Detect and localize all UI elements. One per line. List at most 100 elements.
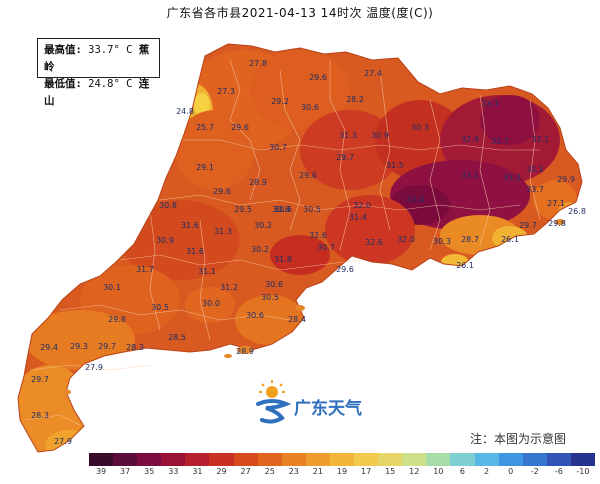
legend-swatch bbox=[378, 453, 403, 466]
station-temperature-label: 30.0 bbox=[202, 299, 220, 308]
legend-swatch bbox=[498, 453, 523, 466]
station-temperature-label: 31.7 bbox=[136, 265, 154, 274]
legend-tick-label: -6 bbox=[554, 467, 563, 476]
station-temperature-label: 29.7 bbox=[519, 221, 537, 230]
legend-swatch bbox=[185, 453, 210, 466]
min-place: 连山 bbox=[44, 78, 150, 107]
schematic-note: 注：本图为示意图 bbox=[470, 432, 567, 446]
map-title: 广东省各市县2021-04-13 14时次 温度(度(C)) bbox=[166, 6, 434, 20]
station-temperature-label: 30.9 bbox=[156, 236, 174, 245]
station-temperature-label: 26.1 bbox=[501, 235, 519, 244]
station-temperature-label: 29.6 bbox=[336, 265, 354, 274]
legend-tick-label: -2 bbox=[530, 467, 539, 476]
islands bbox=[59, 219, 565, 395]
station-temperature-label: 30.6 bbox=[265, 280, 283, 289]
station-temperature-label: 30.3 bbox=[433, 237, 451, 246]
sun-and-weather-swirl-icon bbox=[256, 380, 292, 424]
station-temperature-label: 33.7 bbox=[526, 185, 544, 194]
station-temperature-label: 33.3 bbox=[503, 173, 521, 182]
legend-tick-label: 15 bbox=[385, 467, 396, 476]
station-temperature-label: 30.9 bbox=[371, 131, 389, 140]
max-value-row: 最高值: 33.7° C 蕉岭 bbox=[44, 42, 153, 76]
station-temperature-label: 28.5 bbox=[168, 333, 186, 342]
legend-tick-label: 37 bbox=[120, 467, 131, 476]
legend-swatch bbox=[305, 453, 330, 466]
legend-tick-label: 2 bbox=[484, 467, 490, 476]
station-temperature-label: 31.2 bbox=[220, 283, 238, 292]
station-temperature-label: 30.8 bbox=[159, 201, 177, 210]
station-temperature-label: 33.1 bbox=[481, 99, 499, 108]
station-temperature-label: 31.1 bbox=[198, 267, 216, 276]
min-value-row: 最低值: 24.8° C 连山 bbox=[44, 76, 153, 110]
station-temperature-label: 29.6 bbox=[299, 171, 317, 180]
station-temperature-label: 28.9 bbox=[249, 178, 267, 187]
station-temperature-label: 33.4 bbox=[406, 195, 424, 204]
station-temperature-label: 27.9 bbox=[54, 437, 72, 446]
legend-tick-label: 31 bbox=[192, 467, 203, 476]
station-temperature-label: 28.3 bbox=[31, 411, 49, 420]
max-value: 33.7° C bbox=[88, 44, 133, 56]
station-temperature-label: 32.9 bbox=[461, 135, 479, 144]
min-value: 24.8° C bbox=[88, 78, 133, 90]
legend-tick-label: 0 bbox=[508, 467, 514, 476]
station-temperature-label: 28.7 bbox=[461, 235, 479, 244]
station-temperature-label: 32.6 bbox=[365, 238, 383, 247]
station-temperature-label: 29.7 bbox=[336, 153, 354, 162]
legend-swatch bbox=[522, 453, 547, 466]
station-temperature-label: 29.7 bbox=[98, 342, 116, 351]
station-temperature-label: 29.5 bbox=[234, 205, 252, 214]
legend-tick-label: -10 bbox=[576, 467, 590, 476]
station-temperature-label: 30.6 bbox=[246, 311, 264, 320]
max-place: 蕉岭 bbox=[44, 44, 150, 73]
legend-tick-label: 23 bbox=[288, 467, 299, 476]
min-label: 最低值: bbox=[44, 78, 82, 90]
station-temperature-label: 32.6 bbox=[309, 231, 327, 240]
legend-tick-label: 29 bbox=[216, 467, 227, 476]
province-outline bbox=[17, 43, 583, 453]
station-temperature-label: 31.6 bbox=[181, 221, 199, 230]
legend-tick-label: 35 bbox=[144, 467, 155, 476]
legend-tick-label: 39 bbox=[95, 467, 107, 476]
legend-tick-label: 33 bbox=[168, 467, 179, 476]
legend-tick-label: 10 bbox=[433, 467, 444, 476]
station-temperature-label: 33.1 bbox=[461, 171, 479, 180]
legend-swatch bbox=[209, 453, 234, 466]
station-temperature-label: 27.1 bbox=[547, 199, 565, 208]
station-temperature-label: 32.1 bbox=[526, 165, 544, 174]
station-temperature-label: 30.1 bbox=[103, 283, 121, 292]
station-temperature-label: 31.3 bbox=[339, 131, 357, 140]
station-temperature-label: 27.8 bbox=[249, 59, 267, 68]
max-label: 最高值: bbox=[44, 44, 82, 56]
legend-swatch bbox=[426, 453, 451, 466]
legend-swatch bbox=[233, 453, 258, 466]
legend-tick-label: 21 bbox=[312, 467, 323, 476]
legend-tick-label: 25 bbox=[264, 467, 275, 476]
station-temperature-label: 31.8 bbox=[274, 255, 292, 264]
station-temperature-label: 29.8 bbox=[548, 219, 566, 228]
station-temperature-label: 26.8 bbox=[568, 207, 586, 216]
station-temperature-label: 32.0 bbox=[397, 235, 415, 244]
legend-swatch bbox=[257, 453, 282, 466]
station-temperature-label: 30.2 bbox=[254, 221, 272, 230]
legend-swatch bbox=[474, 453, 499, 466]
station-temperature-label: 30.5 bbox=[151, 303, 169, 312]
station-temperature-label: 29.3 bbox=[70, 342, 88, 351]
station-temperature-label: 29.6 bbox=[213, 187, 231, 196]
legend-tick-label: 12 bbox=[409, 467, 420, 476]
legend-tick-label: 27 bbox=[240, 467, 251, 476]
legend-swatch bbox=[570, 453, 595, 466]
station-temperature-label: 30.5 bbox=[303, 205, 321, 214]
station-temperature-label: 28.4 bbox=[288, 315, 306, 324]
station-temperature-label: 30.6 bbox=[301, 103, 319, 112]
station-temperature-label: 30.7 bbox=[269, 143, 287, 152]
station-temperature-label: 28.3 bbox=[126, 343, 144, 352]
legend-swatch bbox=[450, 453, 475, 466]
station-temperature-label: 30.8 bbox=[272, 205, 290, 214]
station-temperature-label: 29.6 bbox=[231, 123, 249, 132]
legend-swatch bbox=[546, 453, 571, 466]
station-temperature-label: 27.3 bbox=[217, 87, 235, 96]
station-temperature-label: 29.6 bbox=[309, 73, 327, 82]
legend-swatch bbox=[281, 453, 306, 466]
legend-swatch bbox=[354, 453, 379, 466]
